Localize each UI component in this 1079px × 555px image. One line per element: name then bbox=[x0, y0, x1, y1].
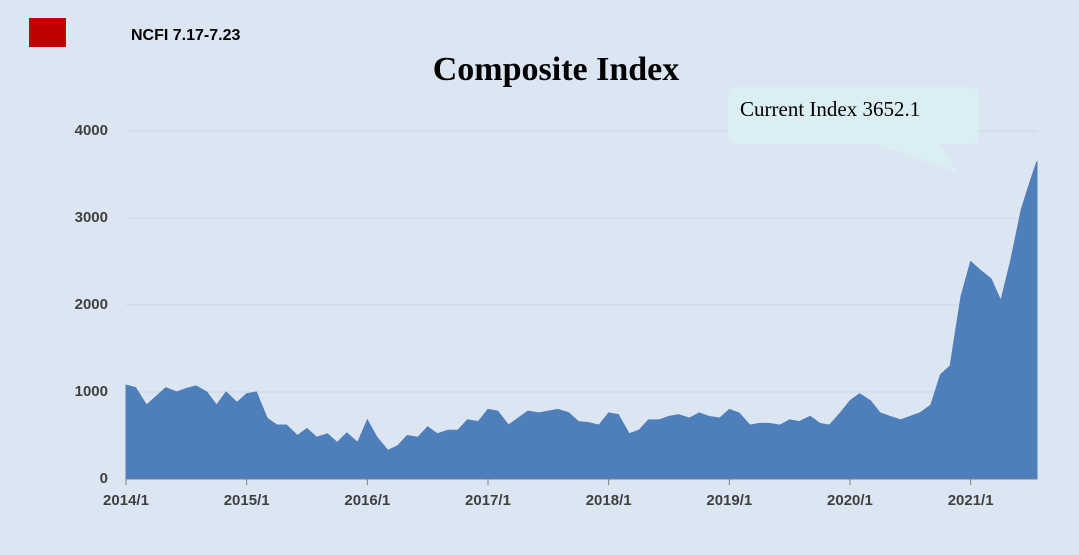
y-tick-label: 4000 bbox=[75, 122, 108, 139]
chart-title: Composite Index bbox=[433, 51, 680, 88]
x-tick-label: 2015/1 bbox=[224, 492, 270, 509]
x-tick-label: 2017/1 bbox=[465, 492, 511, 509]
y-tick-label: 1000 bbox=[75, 383, 108, 400]
x-tick-label: 2021/1 bbox=[948, 492, 994, 509]
x-tick-label: 2020/1 bbox=[827, 492, 873, 509]
logo-square bbox=[29, 18, 66, 47]
x-tick-label: 2016/1 bbox=[344, 492, 390, 509]
x-tick-label: 2014/1 bbox=[103, 492, 149, 509]
y-tick-label: 2000 bbox=[75, 296, 108, 313]
x-tick-label: 2018/1 bbox=[586, 492, 632, 509]
plot: 0 1000 2000 3000 4000 2014/1 2015/1 2016/1 2017/… bbox=[75, 122, 1038, 509]
callout bbox=[728, 87, 979, 173]
header: NCFI 7.17-7.23 bbox=[131, 27, 240, 44]
area bbox=[125, 161, 1038, 480]
y-tick-label: 0 bbox=[100, 470, 108, 487]
annotation: Current Index 3652.1 bbox=[740, 97, 920, 121]
y-tick-label: 3000 bbox=[75, 209, 108, 226]
x-tick-label: 2019/1 bbox=[706, 492, 752, 509]
